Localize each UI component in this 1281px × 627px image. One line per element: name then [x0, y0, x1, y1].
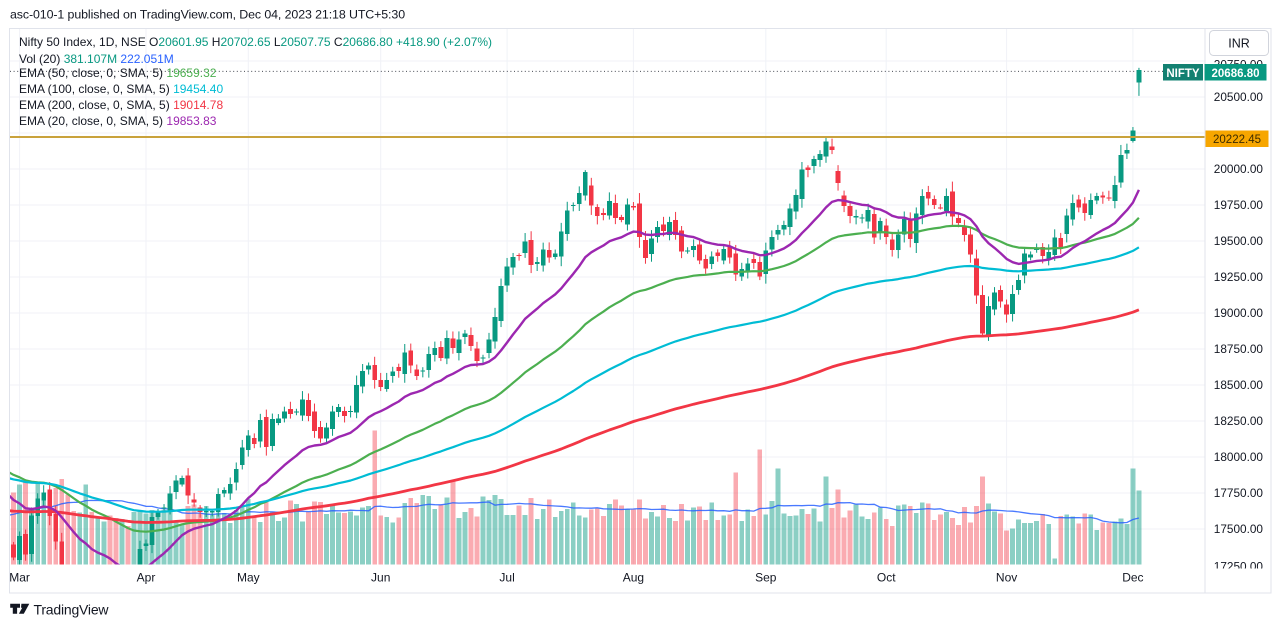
- svg-text:asc-010-1 published on Trading: asc-010-1 published on TradingView.com, …: [10, 8, 405, 22]
- svg-text:Dec: Dec: [1122, 571, 1143, 585]
- svg-text:EMA (100, close, 0, SMA, 5) 19: EMA (100, close, 0, SMA, 5) 19454.40: [19, 82, 223, 96]
- svg-text:20500.00: 20500.00: [1214, 90, 1264, 104]
- svg-text:Apr: Apr: [137, 571, 156, 585]
- svg-text:19250.00: 19250.00: [1214, 270, 1264, 284]
- svg-text:EMA (20, close, 0, SMA, 5) 198: EMA (20, close, 0, SMA, 5) 19853.83: [19, 114, 217, 128]
- svg-text:TradingView: TradingView: [34, 602, 110, 618]
- svg-text:18000.00: 18000.00: [1214, 450, 1264, 464]
- svg-text:Mar: Mar: [9, 571, 30, 585]
- svg-text:18250.00: 18250.00: [1214, 414, 1264, 428]
- svg-text:EMA (50, close, 0, SMA, 5) 196: EMA (50, close, 0, SMA, 5) 19659.32: [19, 66, 217, 80]
- svg-text:Nifty 50 Index, 1D, NSE O2060: Nifty 50 Index, 1D, NSE O20601.95 H20702…: [19, 35, 492, 49]
- svg-text:INR: INR: [1228, 37, 1250, 51]
- svg-text:May: May: [237, 571, 260, 585]
- svg-text:20222.45: 20222.45: [1213, 134, 1261, 146]
- svg-text:Oct: Oct: [877, 571, 896, 585]
- svg-text:19000.00: 19000.00: [1214, 306, 1264, 320]
- svg-text:EMA (200, close, 0, SMA, 5) 19: EMA (200, close, 0, SMA, 5) 19014.78: [19, 98, 223, 112]
- svg-text:Sep: Sep: [755, 571, 777, 585]
- svg-text:Aug: Aug: [623, 571, 644, 585]
- svg-text:17750.00: 17750.00: [1214, 486, 1264, 500]
- svg-text:Vol (20) 381.107M 222.051M: Vol (20) 381.107M 222.051M: [19, 52, 174, 66]
- svg-text:Jul: Jul: [499, 571, 514, 585]
- svg-text:18750.00: 18750.00: [1214, 342, 1264, 356]
- svg-text:Jun: Jun: [371, 571, 390, 585]
- svg-text:Nov: Nov: [996, 571, 1017, 585]
- svg-text:19500.00: 19500.00: [1214, 234, 1264, 248]
- svg-text:19750.00: 19750.00: [1214, 198, 1264, 212]
- svg-text:17250.00: 17250.00: [1214, 560, 1264, 574]
- svg-text:NIFTY: NIFTY: [1166, 68, 1200, 80]
- svg-text:18500.00: 18500.00: [1214, 378, 1264, 392]
- svg-text:20686.80: 20686.80: [1212, 68, 1260, 80]
- svg-text:17500.00: 17500.00: [1214, 522, 1264, 536]
- svg-text:20000.00: 20000.00: [1214, 162, 1264, 176]
